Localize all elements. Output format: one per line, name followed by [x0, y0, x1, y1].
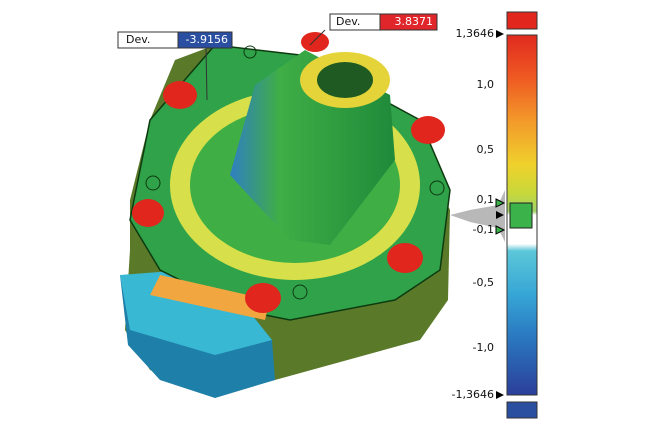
callout-value: -3.9156 [186, 33, 228, 46]
part-model [120, 29, 451, 398]
scale-label: -0,5 [473, 276, 494, 289]
histogram [450, 190, 505, 242]
scale-label: 1,3646 [456, 27, 495, 40]
scale-label: -0,1 [473, 223, 494, 236]
callout-label: Dev. [126, 33, 150, 46]
under-limit-box [506, 401, 538, 419]
scale-label: 1,0 [477, 78, 495, 91]
tolerance-marker [509, 202, 533, 229]
scale-label: -1,3646 [452, 388, 494, 401]
scale-label: -1,0 [473, 341, 494, 354]
callout-value-box [379, 13, 438, 31]
scale-label: 0,5 [477, 143, 495, 156]
callout-value-box [177, 31, 233, 49]
scale-label: 0,1 [477, 193, 495, 206]
callout-label: Dev. [336, 15, 360, 28]
callout-value: 3.8371 [395, 15, 434, 28]
scale-labels: 1,3646 1,0 0,5 0,1 -0,1 -0,5 -1,0 -1,3646 [452, 27, 494, 401]
over-limit-box [506, 11, 538, 30]
